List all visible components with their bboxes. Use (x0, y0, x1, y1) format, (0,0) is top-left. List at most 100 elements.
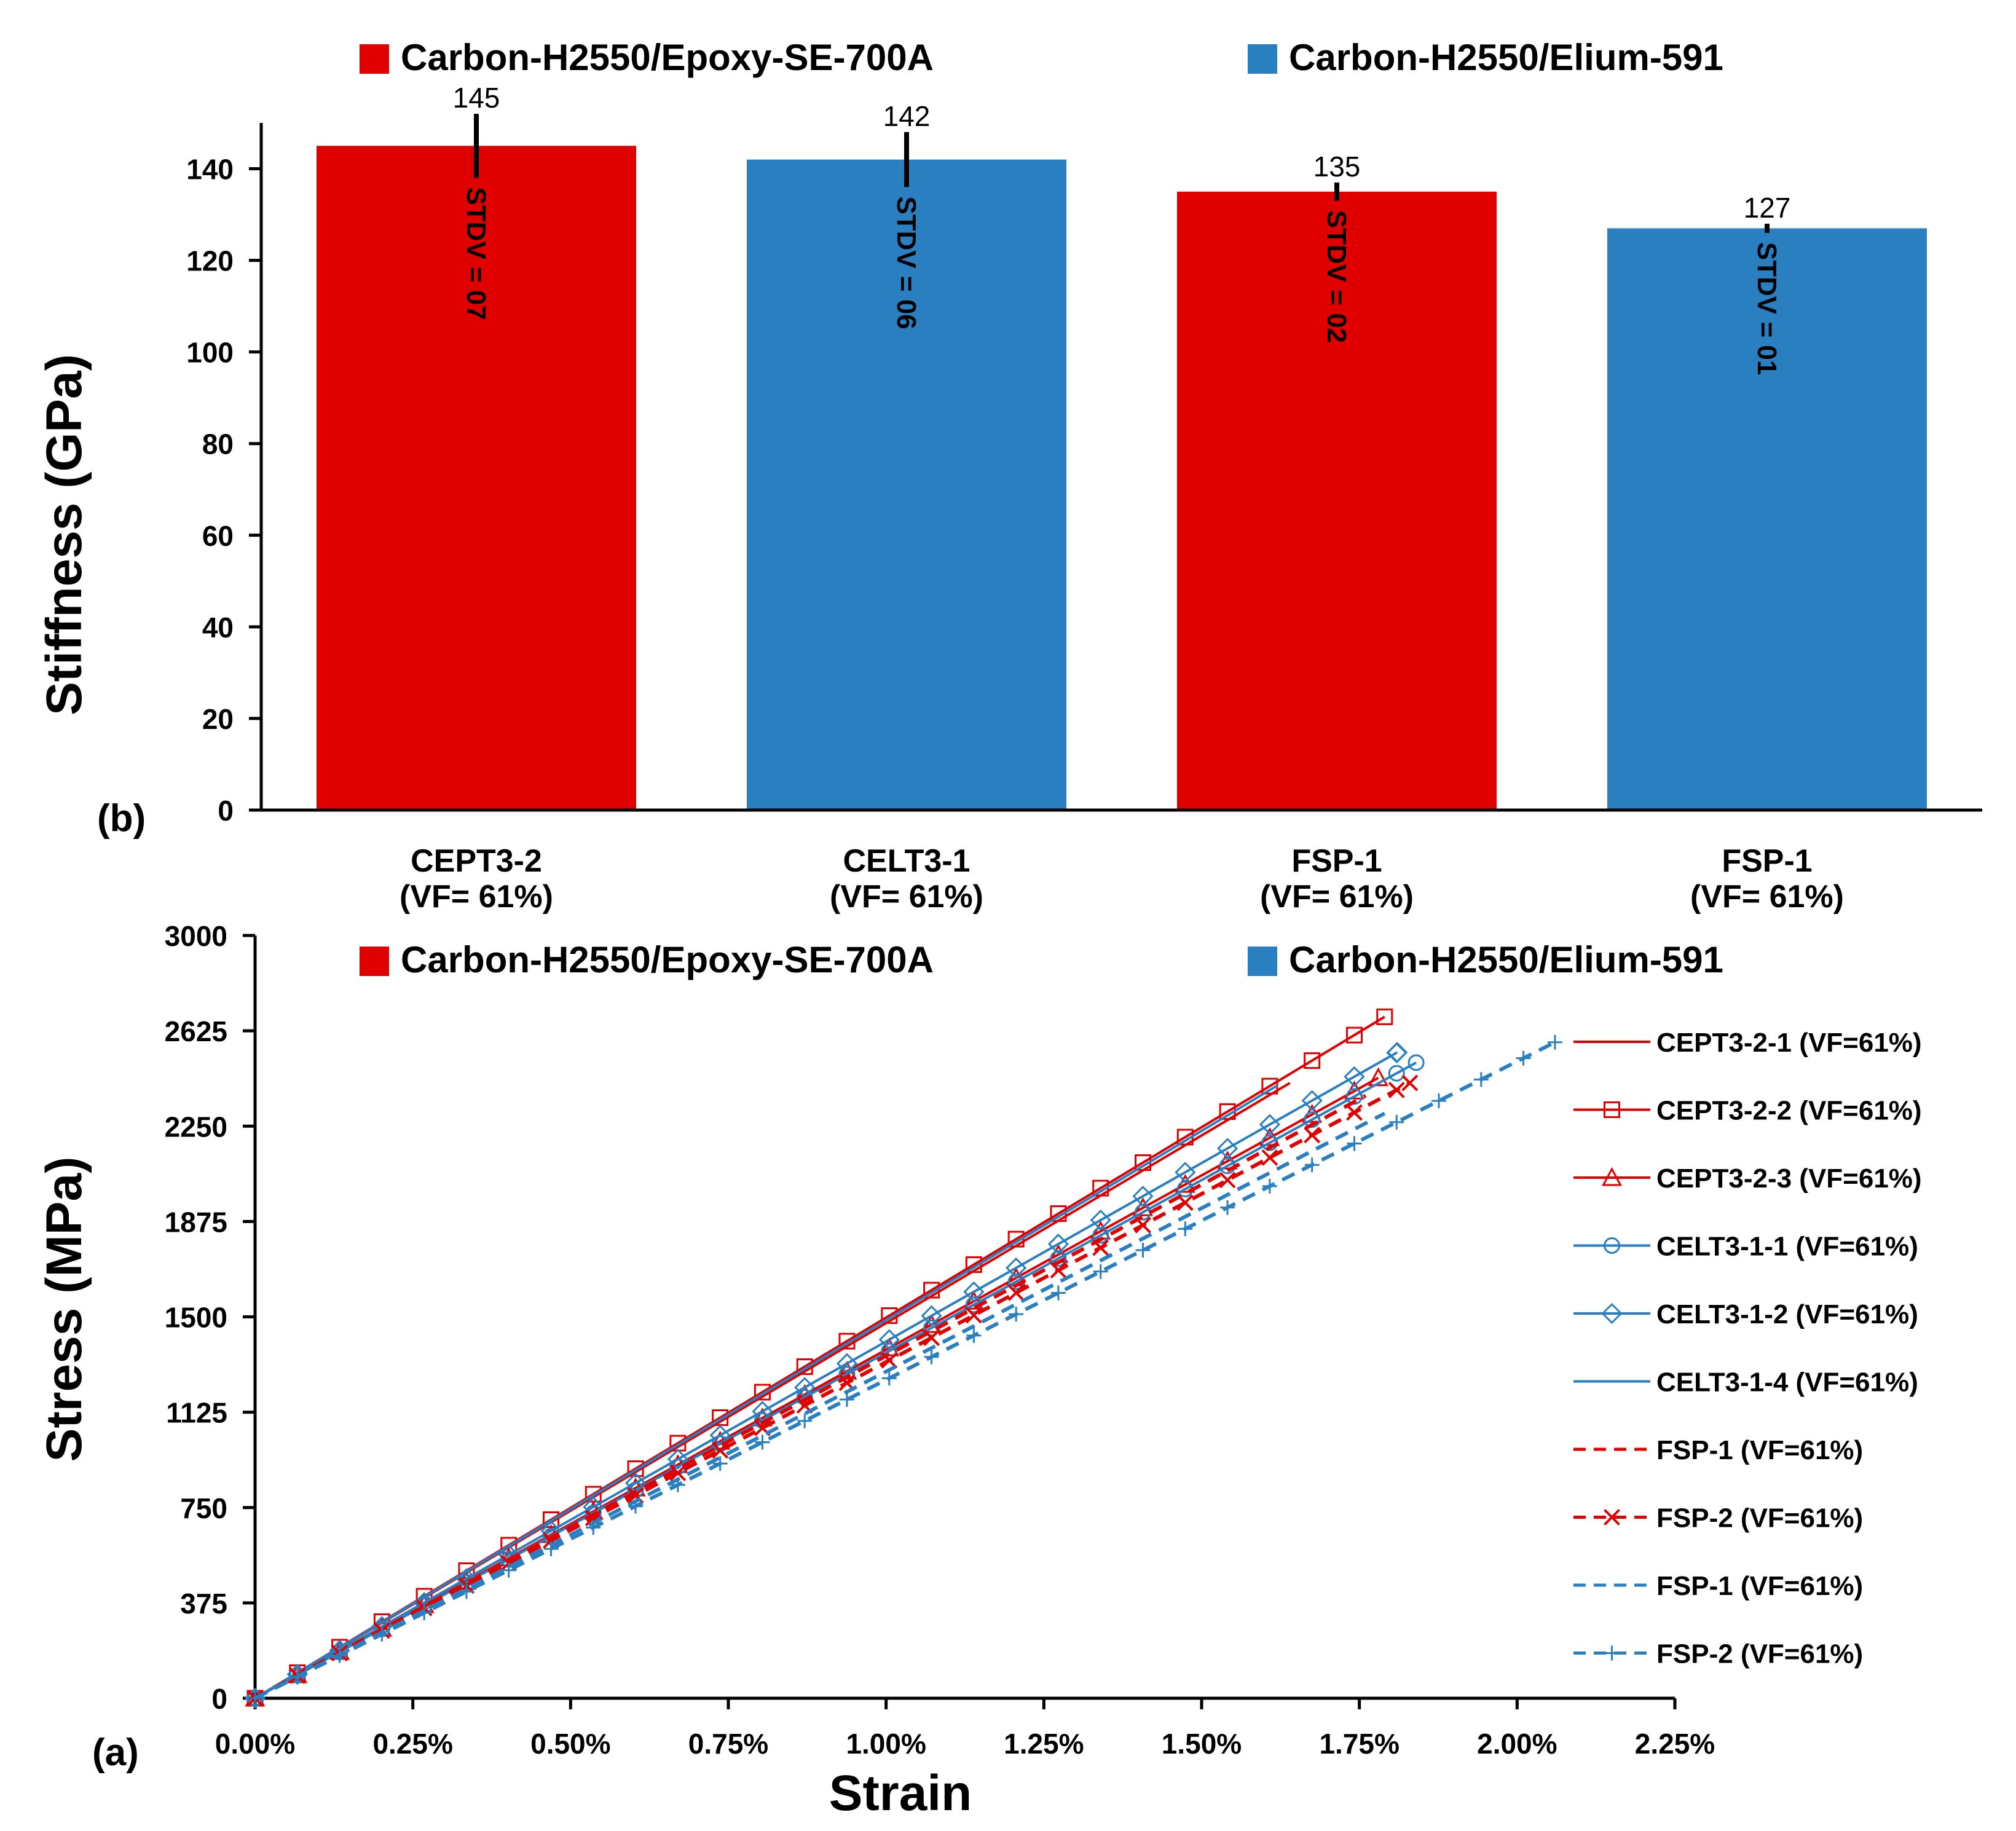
bar-y-tick-label: 120 (186, 245, 234, 277)
bar-series: 145 STDV = 07 142 STDV = 06 135 STDV = 02 127 S… (317, 82, 1927, 811)
legend-label-elium: Carbon-H2550/Elium-591 (1289, 939, 1723, 980)
line-y-tick-label: 0 (211, 1683, 227, 1715)
marker-x-stroke (1604, 1509, 1620, 1526)
marker-plus (1093, 1264, 1108, 1279)
marker-square (1304, 1052, 1321, 1069)
series-path (254, 1111, 1386, 1700)
marker-diamond (752, 1401, 773, 1422)
legend-label-epoxy: Carbon-H2550/Epoxy-SE-700A (401, 939, 934, 980)
bar (317, 146, 636, 811)
marker-diamond (1301, 1090, 1323, 1111)
line-y-ticks: 0 375 750 1125 1500 1875 2250 2625 3000 (165, 920, 255, 1715)
marker-x (1092, 1239, 1109, 1256)
marker-x-stroke (712, 1442, 729, 1459)
marker-x-stroke (627, 1487, 644, 1504)
line-x-tick-label: 0.25% (372, 1728, 452, 1760)
marker-diamond (1344, 1066, 1365, 1087)
marker-x (1346, 1104, 1363, 1121)
legend-series-label: CEPT3-2-3 (VF=61%) (1656, 1164, 1922, 1194)
marker-diamond (1006, 1257, 1027, 1279)
marker-diamond (709, 1425, 731, 1446)
bar-value-label: 127 (1744, 192, 1791, 224)
marker-x (669, 1465, 687, 1481)
bar-x-sublabel: (VF= 61%) (1260, 879, 1414, 915)
series-path (254, 1051, 1398, 1699)
marker-diamond (1216, 1138, 1238, 1159)
marker-x (965, 1307, 982, 1324)
line-x-tick-label: 0.75% (688, 1728, 768, 1760)
marker-diamond (667, 1448, 688, 1470)
stress-strain-chart: 0 375 750 1125 1500 1875 2250 2625 3000 0.00% 0.2… (36, 920, 1922, 1821)
marker-plus (459, 1584, 474, 1599)
line-y-tick-label: 1125 (166, 1397, 227, 1429)
marker-plus (1135, 1243, 1151, 1258)
line-y-tick-label: 750 (180, 1492, 227, 1524)
marker-x-stroke (1050, 1262, 1067, 1279)
line-y-tick-label: 1875 (165, 1206, 227, 1238)
series-path (254, 1084, 1278, 1699)
bar-y-tick-label: 20 (202, 703, 234, 735)
bar-y-tick-label: 40 (202, 612, 234, 644)
marker-plus (1262, 1178, 1277, 1194)
marker-plus (1389, 1114, 1404, 1130)
marker-circle (1604, 1237, 1620, 1254)
legend-swatch-elium (1248, 947, 1277, 976)
bar-x-labels: CEPT3-2(VF= 61%)CELT3-1(VF= 61%)FSP-1(VF… (400, 843, 1844, 915)
series-line (248, 1034, 1562, 1706)
marker-diamond (1601, 1302, 1623, 1325)
marker-square (627, 1460, 644, 1478)
marker-diamond (1175, 1162, 1196, 1183)
line-series (244, 1008, 1562, 1709)
legend-series-label: CEPT3-2-1 (VF=61%) (1656, 1028, 1922, 1058)
marker-plus (1516, 1050, 1531, 1066)
bar (1607, 228, 1927, 811)
marker-x-stroke (965, 1307, 982, 1324)
marker-diamond (836, 1353, 858, 1374)
line-x-tick-label: 1.25% (1004, 1728, 1084, 1760)
legend-label-epoxy: Carbon-H2550/Epoxy-SE-700A (401, 37, 934, 78)
bar-stdev-label: STDV = 02 (1321, 210, 1352, 343)
marker-triangle (1368, 1067, 1388, 1087)
legend-swatch-epoxy (360, 44, 389, 74)
legend-label-elium: Carbon-H2550/Elium-591 (1289, 37, 1723, 78)
marker-square (965, 1256, 982, 1274)
legend-series-label: FSP-1 (VF=61%) (1656, 1435, 1863, 1465)
marker-x-stroke (1135, 1216, 1151, 1234)
legend-series-label: CEPT3-2-2 (VF=61%) (1656, 1096, 1922, 1126)
series-line (254, 1111, 1386, 1700)
line-y-tick-label: 2625 (165, 1015, 227, 1047)
marker-square (923, 1282, 940, 1299)
marker-plus (924, 1349, 939, 1364)
line-top-legend: Carbon-H2550/Epoxy-SE-700A Carbon-H2550/… (360, 939, 1723, 980)
panel-label-a: (a) (92, 1731, 139, 1774)
bar-stdev-label: STDV = 07 (461, 187, 491, 320)
marker-plus (1431, 1093, 1447, 1109)
marker-plus (670, 1477, 685, 1492)
marker-plus (712, 1456, 728, 1471)
series-path (254, 1061, 1417, 1699)
marker-x (1135, 1216, 1151, 1234)
bar-y-tick-label: 140 (186, 154, 234, 186)
line-x-tick-label: 1.00% (846, 1728, 926, 1760)
marker-plus (289, 1669, 305, 1685)
line-y-tick-label: 375 (180, 1588, 227, 1620)
marker-plus (1009, 1307, 1024, 1322)
legend-swatch-elium (1248, 44, 1277, 74)
marker-x-stroke (1261, 1149, 1278, 1166)
bar (1177, 191, 1497, 810)
bar-x-label: FSP-1 (1722, 843, 1812, 879)
bar-y-tick-label: 80 (202, 428, 234, 460)
marker-triangle (921, 1313, 942, 1333)
bar-stdev-label: STDV = 01 (1752, 242, 1782, 375)
marker-square (881, 1307, 898, 1325)
marker-circle (1388, 1065, 1405, 1082)
line-x-ticks: 0.00% 0.25% 0.50% 0.75% 1.00% 1.25% 1.50% 1.75%… (215, 1698, 1715, 1760)
marker-plus (1347, 1136, 1362, 1151)
line-y-tick-label: 1500 (165, 1302, 227, 1334)
marker-x-stroke (1176, 1194, 1194, 1211)
marker-diamond (963, 1281, 985, 1302)
marker-x-stroke (585, 1510, 602, 1527)
line-x-tick-label: 2.00% (1477, 1728, 1557, 1760)
marker-plus (543, 1542, 559, 1557)
marker-x-stroke (1388, 1082, 1405, 1098)
